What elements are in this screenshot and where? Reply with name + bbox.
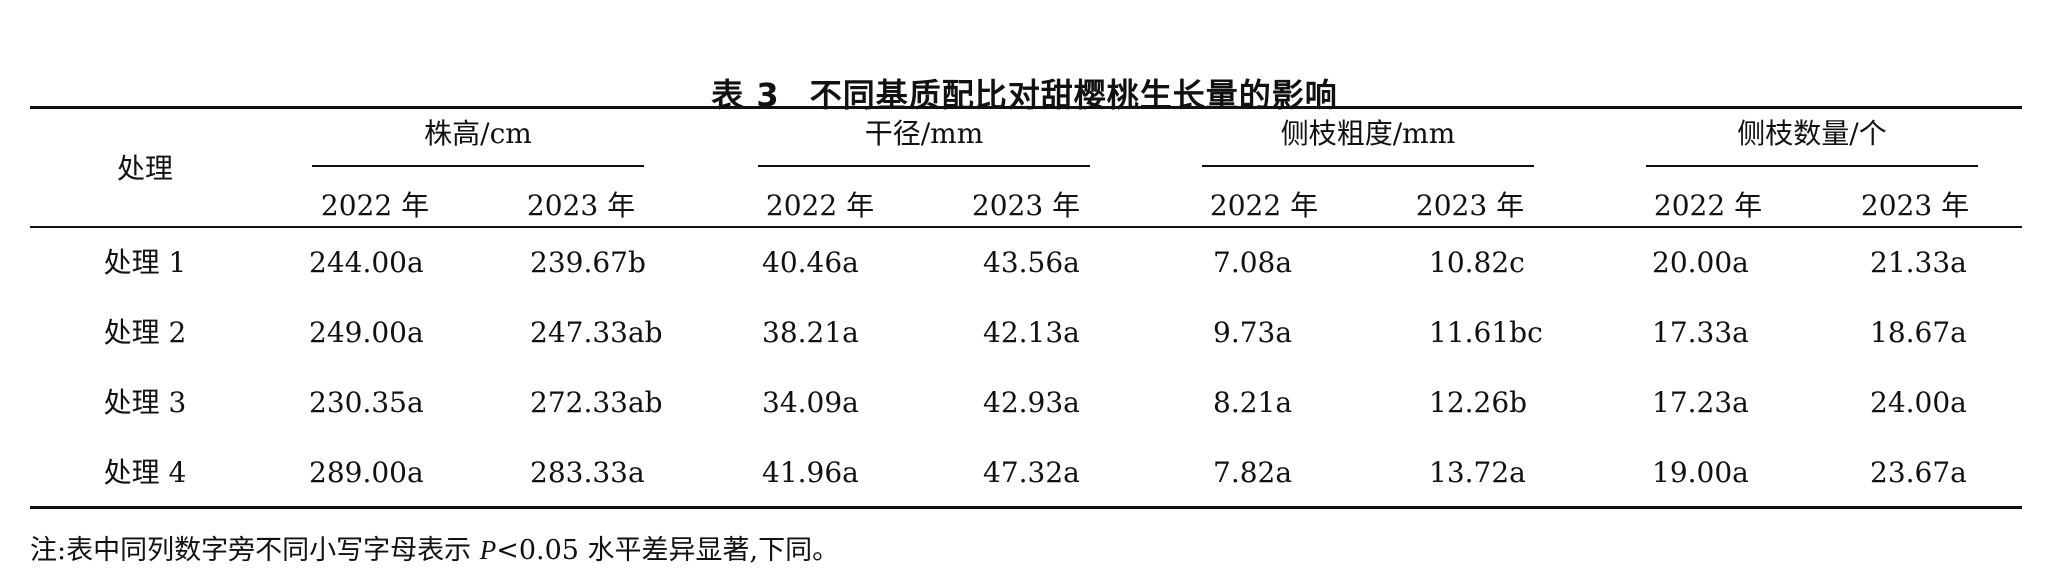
header-year: 2022 年 xyxy=(1653,189,1763,222)
table-cell: 43.56a xyxy=(983,246,1080,279)
row-label: 处理 3 xyxy=(103,386,187,419)
table-cell: 20.00a xyxy=(1652,246,1749,279)
table-cell: 42.93a xyxy=(983,386,1080,419)
table-cell: 13.72a xyxy=(1429,456,1526,489)
table-cell: 19.00a xyxy=(1652,456,1749,489)
row-label: 处理 1 xyxy=(103,246,187,279)
table-cell: 7.08a xyxy=(1213,246,1293,279)
table-cell: 239.67b xyxy=(530,246,646,279)
table-title: 表 3 不同基质配比对甜樱桃生长量的影响 xyxy=(0,70,2049,116)
group-rule-height xyxy=(312,165,644,167)
table-cell: 8.21a xyxy=(1213,386,1293,419)
group-rule-branch-thickness xyxy=(1202,165,1534,167)
table-cell: 272.33ab xyxy=(530,386,663,419)
table-cell: 24.00a xyxy=(1870,386,1967,419)
header-year: 2022 年 xyxy=(765,189,875,222)
table-note: 注:表中同列数字旁不同小写字母表示 P<0.05 水平差异显著,下同。 xyxy=(30,533,839,568)
note-prefix: 注:表中同列数字旁不同小写字母表示 xyxy=(30,535,472,566)
header-branch-count: 侧枝数量/个 xyxy=(1737,117,1887,150)
table-cell: 21.33a xyxy=(1870,246,1967,279)
header-row-label: 处理 xyxy=(116,152,174,185)
header-branch-thickness: 侧枝粗度/mm xyxy=(1280,117,1456,150)
header-year: 2022 年 xyxy=(1209,189,1319,222)
table-cell: 17.23a xyxy=(1652,386,1749,419)
table-cell: 247.33ab xyxy=(530,316,663,349)
table-cell: 230.35a xyxy=(309,386,424,419)
table-cell: 244.00a xyxy=(309,246,424,279)
table-cell: 18.67a xyxy=(1870,316,1967,349)
group-rule-diameter xyxy=(758,165,1090,167)
table-cell: 12.26b xyxy=(1429,386,1528,419)
top-rule xyxy=(30,106,2022,109)
header-year: 2023 年 xyxy=(1415,189,1525,222)
table-cell: 249.00a xyxy=(309,316,424,349)
table-cell: 283.33a xyxy=(530,456,645,489)
table-cell: 47.32a xyxy=(983,456,1080,489)
table-cell: 9.73a xyxy=(1213,316,1293,349)
row-label: 处理 2 xyxy=(103,316,187,349)
header-year: 2023 年 xyxy=(526,189,636,222)
header-year: 2023 年 xyxy=(1860,189,1970,222)
note-suffix: <0.05 水平差异显著,下同。 xyxy=(496,535,840,566)
table-cell: 42.13a xyxy=(983,316,1080,349)
bottom-rule xyxy=(30,506,2022,509)
table-cell: 38.21a xyxy=(762,316,859,349)
group-rule-branch-count xyxy=(1646,165,1978,167)
table-cell: 10.82c xyxy=(1429,246,1525,279)
table-cell: 7.82a xyxy=(1213,456,1293,489)
row-label: 处理 4 xyxy=(103,456,187,489)
table-cell: 289.00a xyxy=(309,456,424,489)
header-year: 2023 年 xyxy=(971,189,1081,222)
note-symbol: P xyxy=(479,535,497,565)
table-cell: 17.33a xyxy=(1652,316,1749,349)
table-cell: 23.67a xyxy=(1870,456,1967,489)
table-cell: 11.61bc xyxy=(1429,316,1543,349)
header-rule xyxy=(30,226,2022,228)
header-plant-height: 株高/cm xyxy=(424,117,532,150)
table-cell: 40.46a xyxy=(762,246,859,279)
header-year: 2022 年 xyxy=(320,189,430,222)
table-cell: 41.96a xyxy=(762,456,859,489)
table-cell: 34.09a xyxy=(762,386,859,419)
header-stem-diameter: 干径/mm xyxy=(864,117,984,150)
